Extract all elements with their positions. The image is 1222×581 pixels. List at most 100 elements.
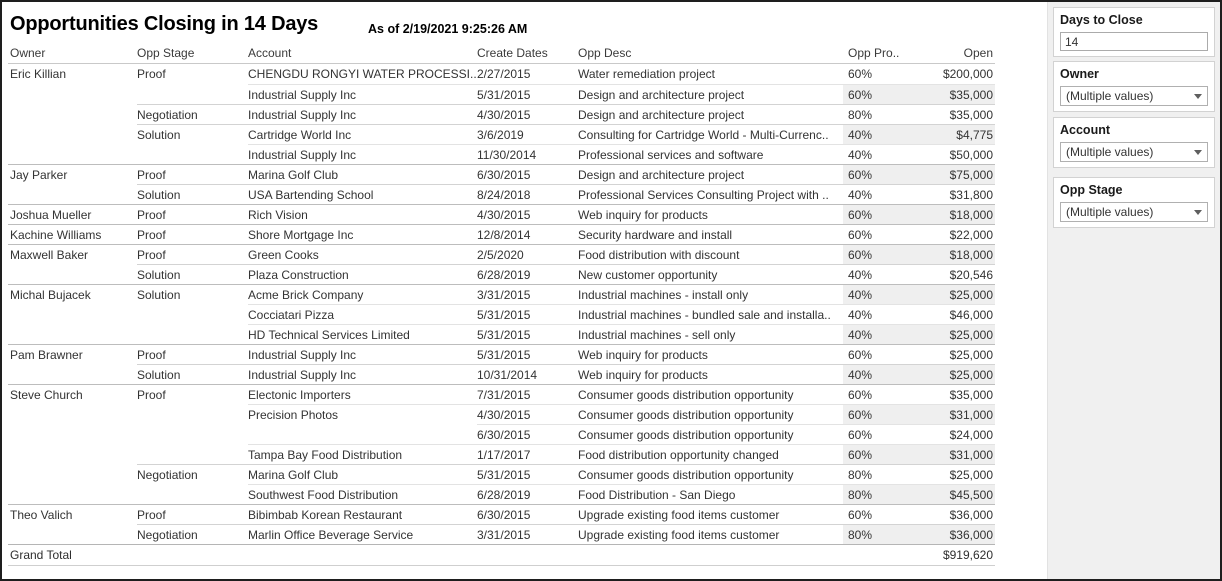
cell-opp-probability[interactable]: 80% xyxy=(843,484,905,504)
cell-opp-stage[interactable]: Proof xyxy=(137,164,248,184)
cell-create-date[interactable]: 6/28/2019 xyxy=(477,484,578,504)
cell-create-date[interactable]: 4/30/2015 xyxy=(477,204,578,224)
cell-owner[interactable]: Pam Brawner xyxy=(8,344,137,364)
cell-account[interactable]: Tampa Bay Food Distribution xyxy=(248,444,477,464)
days-to-close-input[interactable] xyxy=(1060,32,1208,51)
cell-owner[interactable]: Jay Parker xyxy=(8,164,137,184)
cell-opp-probability[interactable]: 60% xyxy=(843,504,905,524)
cell-opp-desc[interactable]: Industrial machines - sell only xyxy=(578,324,843,344)
cell-opp-stage[interactable] xyxy=(137,144,248,164)
cell-opp-probability[interactable]: 60% xyxy=(843,244,905,264)
cell-opp-probability[interactable]: 40% xyxy=(843,324,905,344)
cell-account[interactable]: Industrial Supply Inc xyxy=(248,364,477,384)
cell-opp-stage[interactable]: Negotiation xyxy=(137,104,248,124)
cell-account[interactable]: Industrial Supply Inc xyxy=(248,344,477,364)
cell-account[interactable]: Green Cooks xyxy=(248,244,477,264)
column-header-opp-stage[interactable]: Opp Stage xyxy=(137,46,195,60)
cell-owner[interactable]: Kachine Williams xyxy=(8,224,137,244)
cell-create-date[interactable]: 6/30/2015 xyxy=(477,504,578,524)
cell-account[interactable]: Bibimbab Korean Restaurant xyxy=(248,504,477,524)
cell-account[interactable]: USA Bartending School xyxy=(248,184,477,204)
cell-opp-desc[interactable]: Professional services and software xyxy=(578,144,843,164)
cell-owner[interactable] xyxy=(8,124,137,144)
column-header-create-dates[interactable]: Create Dates xyxy=(477,46,548,60)
cell-create-date[interactable]: 12/8/2014 xyxy=(477,224,578,244)
cell-account[interactable]: Shore Mortgage Inc xyxy=(248,224,477,244)
cell-account[interactable] xyxy=(248,424,477,444)
cell-opp-probability[interactable]: 40% xyxy=(843,284,905,304)
cell-opp-probability[interactable]: 40% xyxy=(843,124,905,144)
cell-create-date[interactable]: 10/31/2014 xyxy=(477,364,578,384)
cell-account[interactable]: CHENGDU RONGYI WATER PROCESSI.. xyxy=(248,67,477,81)
cell-account[interactable]: Industrial Supply Inc xyxy=(248,104,477,124)
cell-owner[interactable] xyxy=(8,364,137,384)
cell-create-date[interactable]: 2/27/2015 xyxy=(477,67,531,81)
cell-opp-desc[interactable]: Web inquiry for products xyxy=(578,344,843,364)
cell-owner[interactable]: Steve Church xyxy=(8,384,137,404)
cell-create-date[interactable]: 4/30/2015 xyxy=(477,104,578,124)
cell-open-amount[interactable]: $25,000 xyxy=(905,344,995,364)
cell-create-date[interactable]: 1/17/2017 xyxy=(477,444,578,464)
cell-opp-desc[interactable]: Upgrade existing food items customer xyxy=(578,504,843,524)
cell-account[interactable]: Cartridge World Inc xyxy=(248,124,477,144)
cell-account[interactable]: Rich Vision xyxy=(248,204,477,224)
cell-opp-stage[interactable]: Solution xyxy=(137,284,248,304)
cell-owner[interactable] xyxy=(8,484,137,504)
cell-opp-desc[interactable]: Consumer goods distribution opportunity xyxy=(578,384,843,404)
cell-create-date[interactable]: 6/28/2019 xyxy=(477,264,578,284)
cell-owner[interactable]: Joshua Mueller xyxy=(8,204,137,224)
cell-owner[interactable] xyxy=(8,444,137,464)
cell-create-date[interactable]: 5/31/2015 xyxy=(477,464,578,484)
cell-owner[interactable] xyxy=(8,184,137,204)
cell-opp-desc[interactable]: Industrial machines - bundled sale and i… xyxy=(578,304,843,324)
cell-opp-desc[interactable]: Web inquiry for products xyxy=(578,364,843,384)
cell-open-amount[interactable]: $25,000 xyxy=(905,324,995,344)
cell-opp-desc[interactable]: Consulting for Cartridge World - Multi-C… xyxy=(578,124,843,144)
cell-create-date[interactable]: 6/30/2015 xyxy=(477,164,578,184)
cell-opp-probability[interactable]: 80% xyxy=(843,464,905,484)
cell-account[interactable]: Precision Photos xyxy=(248,404,477,424)
cell-open-amount[interactable]: $24,000 xyxy=(905,424,995,444)
cell-create-date[interactable]: 3/6/2019 xyxy=(477,124,578,144)
cell-opp-desc[interactable]: Consumer goods distribution opportunity xyxy=(578,404,843,424)
cell-account[interactable]: Cocciatari Pizza xyxy=(248,304,477,324)
cell-open-amount[interactable]: $31,000 xyxy=(905,444,995,464)
cell-opp-stage[interactable] xyxy=(137,484,248,504)
cell-owner[interactable] xyxy=(8,264,137,284)
cell-create-date[interactable]: 6/30/2015 xyxy=(477,424,578,444)
cell-open-amount[interactable]: $25,000 xyxy=(905,464,995,484)
cell-account[interactable]: Industrial Supply Inc xyxy=(248,144,477,164)
cell-opp-desc[interactable]: New customer opportunity xyxy=(578,264,843,284)
cell-account[interactable]: Industrial Supply Inc xyxy=(248,84,477,104)
cell-opp-probability[interactable]: 60% xyxy=(843,84,905,104)
cell-open-amount[interactable]: $35,000 xyxy=(905,104,995,124)
cell-account[interactable]: HD Technical Services Limited xyxy=(248,324,477,344)
cell-open-amount[interactable]: $36,000 xyxy=(905,504,995,524)
cell-open-amount[interactable]: $50,000 xyxy=(905,144,995,164)
cell-opp-probability[interactable]: 40% xyxy=(843,364,905,384)
cell-opp-probability[interactable]: 60% xyxy=(843,444,905,464)
cell-opp-desc[interactable]: Design and architecture project xyxy=(578,84,843,104)
cell-create-date[interactable]: 11/30/2014 xyxy=(477,144,578,164)
cell-opp-stage[interactable]: Solution xyxy=(137,124,248,144)
cell-open-amount[interactable]: $200,000 xyxy=(942,67,993,81)
owner-filter-dropdown[interactable]: (Multiple values) xyxy=(1060,86,1208,106)
cell-opp-desc[interactable]: Consumer goods distribution opportunity xyxy=(578,424,843,444)
cell-account[interactable]: Acme Brick Company xyxy=(248,284,477,304)
cell-opp-stage[interactable]: Proof xyxy=(137,67,166,81)
cell-open-amount[interactable]: $35,000 xyxy=(905,84,995,104)
cell-opp-probability[interactable]: 60% xyxy=(843,164,905,184)
cell-owner[interactable]: Theo Valich xyxy=(8,504,137,524)
cell-open-amount[interactable]: $45,500 xyxy=(905,484,995,504)
cell-owner[interactable] xyxy=(8,524,137,544)
cell-owner[interactable] xyxy=(8,464,137,484)
cell-owner[interactable]: Michal Bujacek xyxy=(8,284,137,304)
cell-owner[interactable] xyxy=(8,404,137,424)
cell-opp-probability[interactable]: 60% xyxy=(843,404,905,424)
cell-owner[interactable] xyxy=(8,84,137,104)
cell-create-date[interactable]: 5/31/2015 xyxy=(477,304,578,324)
cell-account[interactable]: Southwest Food Distribution xyxy=(248,484,477,504)
cell-owner[interactable] xyxy=(8,324,137,344)
cell-account[interactable]: Marlin Office Beverage Service xyxy=(248,524,477,544)
cell-opp-stage[interactable] xyxy=(137,324,248,344)
